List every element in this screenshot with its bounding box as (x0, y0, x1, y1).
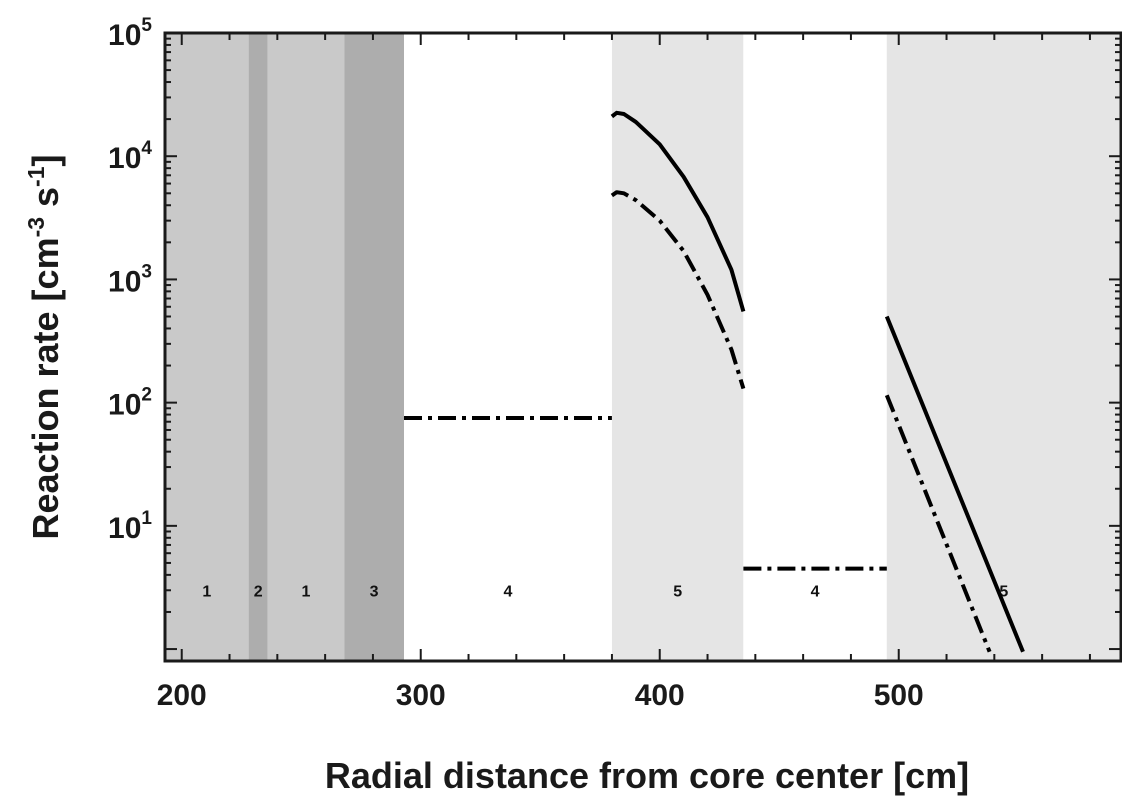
y-axis-title-exp2: -1 (23, 166, 49, 187)
y-tick-label: 102 (108, 385, 152, 422)
series-2-segment-2 (610, 190, 746, 390)
region-labels: 1 2 1 3 4 5 4 5 (202, 583, 1008, 600)
series-1-segment-1 (610, 110, 746, 312)
y-tick-label: 103 (108, 261, 152, 298)
region-label-2: 2 (254, 583, 263, 600)
x-tick-label: 500 (874, 679, 924, 712)
x-axis-ticks: 200 300 400 500 (157, 33, 1091, 712)
region-label-5: 4 (504, 583, 513, 600)
series-1-segment-2 (884, 315, 1025, 653)
region-bands (165, 33, 1121, 661)
region-band-7 (743, 33, 887, 661)
series-lines (404, 110, 1025, 653)
plot-frame (163, 31, 1122, 663)
y-axis-title-mid: s (25, 187, 66, 217)
region-band-3 (267, 33, 345, 661)
y-axis-title: Reaction rate [cm-3 s-1] (23, 154, 66, 539)
region-band-5 (404, 33, 612, 661)
y-tick-label: 105 (108, 15, 152, 52)
region-label-1: 1 (202, 583, 211, 600)
x-axis-title: Radial distance from core center [cm] (325, 755, 969, 796)
region-band-4 (344, 33, 404, 661)
y-axis-title-prefix: Reaction rate [cm (25, 237, 66, 539)
region-label-7: 4 (811, 583, 820, 600)
region-label-3: 1 (302, 583, 311, 600)
y-axis-title-exp1: -3 (23, 217, 49, 237)
region-label-8: 5 (999, 583, 1008, 600)
x-tick-label: 400 (635, 679, 685, 712)
y-axis-title-suffix: ] (25, 154, 66, 166)
y-axis-ticks: 101 102 103 104 105 (108, 15, 1121, 651)
x-tick-label: 300 (396, 679, 446, 712)
region-band-6 (611, 33, 744, 661)
y-tick-label: 104 (108, 138, 152, 175)
region-label-6: 5 (673, 583, 682, 600)
series-2-segment-4 (884, 394, 992, 653)
x-tick-label: 200 (157, 679, 207, 712)
region-band-2 (248, 33, 268, 661)
region-band-1 (165, 33, 249, 661)
region-band-8 (886, 33, 1121, 661)
region-label-4: 3 (370, 583, 379, 600)
y-tick-label: 101 (108, 508, 152, 545)
